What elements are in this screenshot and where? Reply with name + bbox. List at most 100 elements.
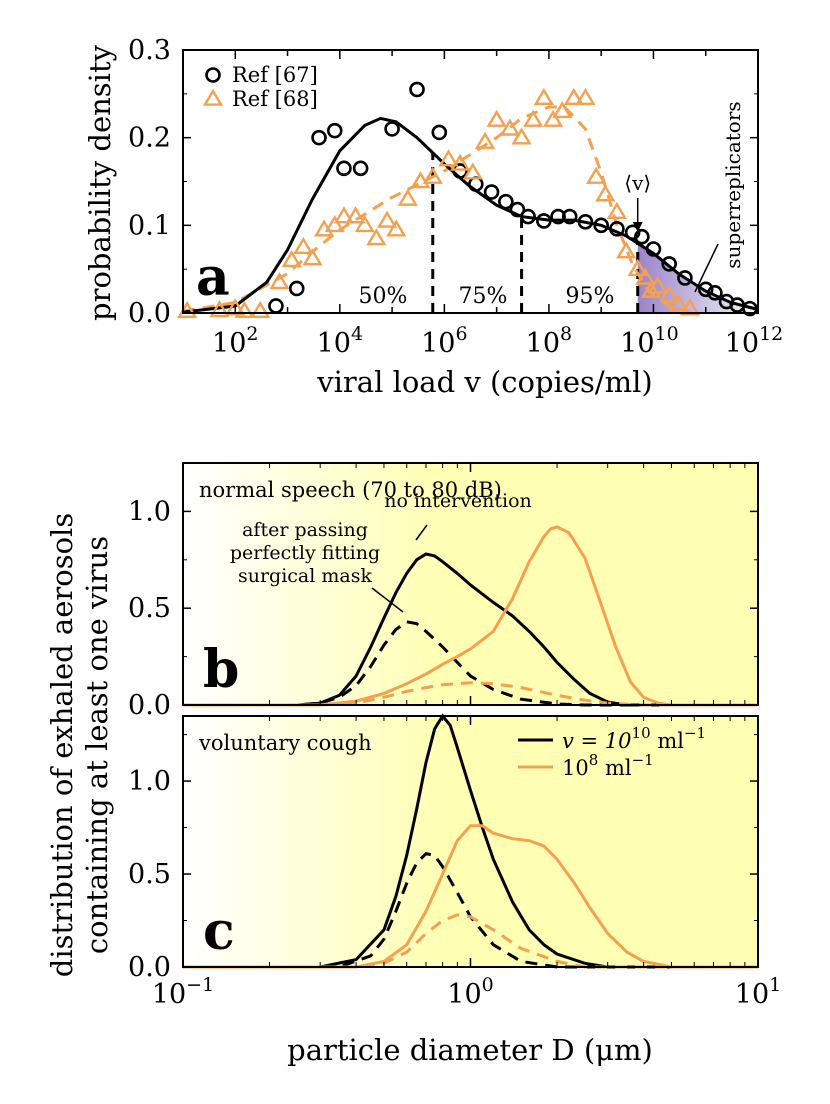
ref68-point: [640, 280, 662, 298]
ref68-point: [486, 109, 507, 127]
ref68-point: [668, 293, 689, 312]
panel-a: 50% 75% 95% 0.0 0.1 0.2 0.3 102 104 106 108 1010 101…: [128, 35, 783, 359]
panel-label: b: [203, 639, 239, 700]
superreplicators-pointer: [694, 243, 719, 293]
ytick-label: 0.5: [128, 859, 171, 890]
mask-label-line1: after passing: [242, 519, 368, 541]
ref67-point: [707, 285, 723, 301]
panel-b: 0.0 0.5 1.0 normal speech (70 to 80 dB) b no …: [128, 462, 759, 721]
no-intervention-pointer: [415, 524, 428, 541]
ref68-point: [552, 100, 573, 119]
ref67-point: [431, 124, 448, 141]
ref68-point: [474, 131, 496, 149]
ytick-label: 0.0: [128, 952, 171, 983]
ref67-point: [498, 193, 514, 210]
ref68-point: [616, 241, 637, 259]
xtick-label: 102: [212, 323, 258, 359]
ref68-point: [647, 276, 668, 294]
legend-ref67-label: Ref [67]: [232, 63, 318, 87]
curve-high-mask: [183, 851, 758, 969]
xtick-label: 106: [421, 323, 467, 359]
shared-ylabel-line2: containing at least one virus: [80, 536, 114, 954]
ytick-label: 0.0: [128, 690, 171, 721]
ref68-point: [450, 153, 471, 171]
ref67-point: [452, 163, 468, 179]
ref67-point: [336, 160, 352, 177]
ytick-label: 0.5: [128, 593, 171, 624]
curve-low-mask: [183, 681, 758, 707]
legend-high-label: v = 1010 ml−1: [562, 724, 706, 753]
panel-title: normal speech (70 to 80 dB): [199, 478, 502, 502]
xtick-label: 10−1: [152, 974, 214, 1010]
ref68-point: [281, 250, 302, 268]
mean-arrowhead: [632, 222, 643, 232]
ref68-point: [376, 210, 398, 228]
ref68-point: [410, 171, 431, 189]
ref68-point: [269, 271, 290, 290]
ref68-point: [627, 258, 648, 276]
ref67-point: [483, 184, 500, 200]
ytick-label: 0.2: [128, 123, 171, 154]
ref67-point: [311, 129, 327, 146]
curve-high: [183, 713, 758, 969]
ref67-point: [384, 121, 400, 137]
ref67-point: [536, 213, 552, 229]
legend-low-label: 108 ml−1: [562, 751, 654, 780]
ytick-label: 0.3: [128, 35, 171, 66]
ref67-point: [609, 221, 625, 237]
xtick-label: 1012: [725, 323, 784, 359]
ref67-point: [288, 280, 305, 297]
ref67-point: [645, 241, 662, 257]
ref68-point: [250, 300, 271, 319]
ref68-point: [302, 248, 323, 266]
ytick-label: 0.0: [128, 298, 171, 329]
ref68-point: [354, 214, 375, 233]
ref68-point: [635, 267, 656, 285]
ref67-point: [352, 160, 369, 177]
panel-a-xlabel: viral load v (copies/ml): [316, 365, 652, 399]
ref67-point: [742, 300, 758, 317]
quantile-label: 50%: [359, 284, 408, 309]
ref67-point: [326, 122, 343, 139]
shared-ylabel-line1: distribution of exhaled aerosols: [45, 513, 79, 977]
curve-high: [183, 552, 758, 707]
ref68-point: [586, 166, 607, 184]
ref67-point: [624, 224, 641, 241]
mask-label-line3: surgical mask: [238, 565, 372, 587]
xtick-label: 101: [735, 974, 781, 1010]
xtick-label: 1010: [620, 323, 679, 359]
ref68-point: [462, 162, 483, 180]
ref68-point: [563, 87, 584, 106]
ref68-point: [386, 219, 407, 237]
ref68-point: [595, 184, 616, 202]
xtick-label: 108: [526, 323, 572, 359]
ref68-point: [324, 214, 345, 233]
ref68-point: [422, 166, 443, 184]
ref68-point: [293, 236, 314, 255]
ytick-label: 1.0: [128, 496, 171, 527]
ref68-point: [679, 298, 701, 316]
ref68-point: [575, 87, 596, 106]
legend-ref68-marker: [202, 88, 224, 106]
ref67-point: [593, 217, 609, 234]
shaded-band: [183, 716, 758, 967]
ref68-point: [659, 285, 680, 303]
ref68-point: [209, 300, 230, 318]
ref68-point: [234, 300, 255, 319]
ref68-point: [533, 87, 554, 106]
ref67-point: [634, 228, 650, 245]
ref67-point: [520, 208, 536, 225]
ref68-point: [523, 109, 544, 127]
fit-ref68-line: [182, 105, 691, 313]
ref67-point: [661, 256, 677, 272]
ref67-point: [677, 270, 693, 286]
ref68-point: [225, 298, 246, 316]
mask-label-line2: perfectly fitting: [230, 542, 380, 564]
panel-label: c: [203, 901, 235, 962]
legend-ref67-marker: [205, 67, 221, 83]
ytick-label: 0.1: [128, 210, 171, 241]
ytick-label: 1.0: [128, 766, 171, 797]
ref67-point: [697, 281, 714, 298]
ref68-point: [438, 149, 459, 167]
xtick-label: 104: [317, 323, 363, 359]
